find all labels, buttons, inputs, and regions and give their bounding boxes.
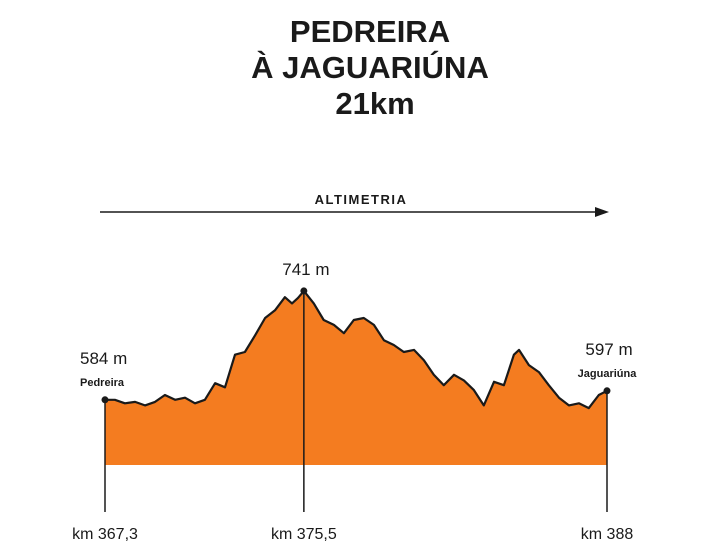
title-line: PEDREIRA bbox=[290, 14, 450, 49]
title-line: À JAGUARIÚNA bbox=[251, 49, 489, 85]
point-marker bbox=[300, 287, 308, 295]
value-label: 741 m bbox=[282, 260, 329, 279]
elevation-area bbox=[105, 290, 607, 465]
value-label: 584 m bbox=[80, 349, 127, 368]
x-tick-label: km 375,5 bbox=[271, 526, 337, 543]
arrow-head bbox=[595, 207, 609, 217]
place-name: Pedreira bbox=[80, 377, 125, 389]
place-name: Jaguariúna bbox=[578, 368, 638, 380]
point-marker bbox=[101, 396, 109, 404]
title-line: 21km bbox=[335, 86, 414, 121]
x-tick-label: km 388 bbox=[581, 526, 634, 543]
point-marker bbox=[603, 387, 611, 395]
x-tick-label: km 367,3 bbox=[72, 526, 138, 543]
value-label: 597 m bbox=[585, 340, 632, 359]
subtitle: ALTIMETRIA bbox=[315, 192, 408, 207]
elevation-line bbox=[105, 289, 608, 410]
